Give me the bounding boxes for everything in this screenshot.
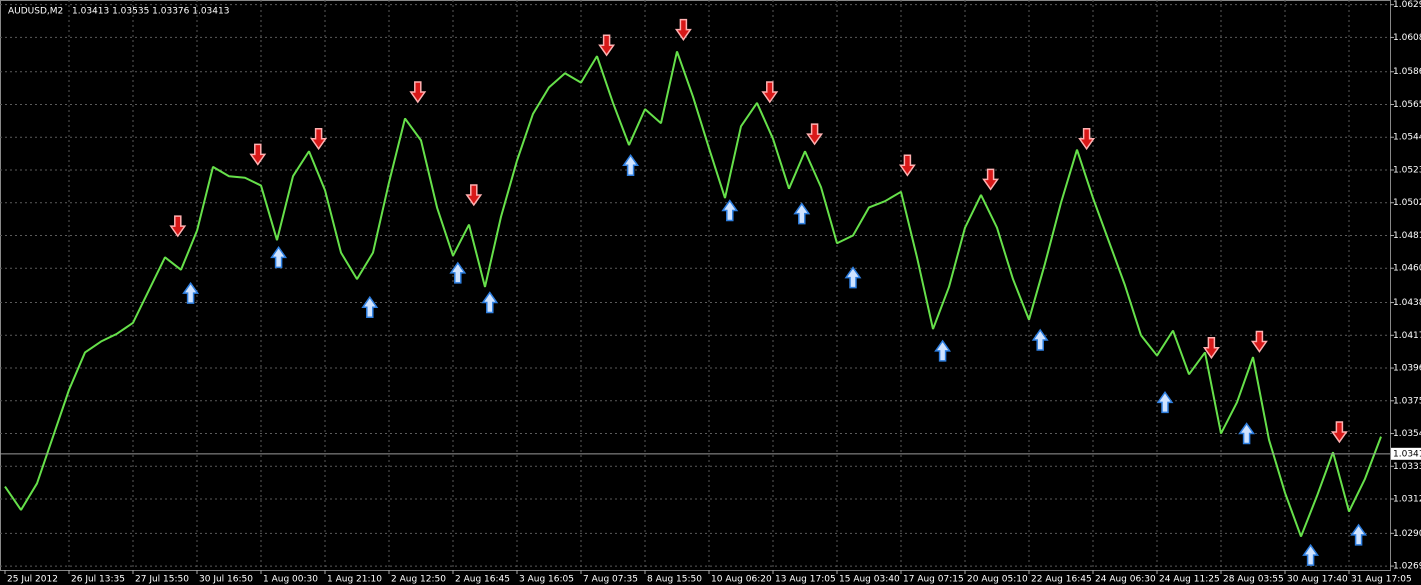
- x-tick-label: 30 Aug 17:40: [1287, 575, 1348, 585]
- y-tick-label: 1.0333: [1393, 462, 1421, 472]
- chart-title: AUDUSD,M2: [8, 7, 63, 17]
- signal-arrow: [934, 339, 952, 362]
- x-tick-label: 2 Aug 16:45: [455, 575, 510, 585]
- x-tick-label: 3 Aug 16:05: [519, 575, 574, 585]
- y-tick-label: 1.0565: [1393, 100, 1421, 110]
- signal-arrow: [169, 215, 187, 238]
- x-tick-label: 24 Aug 11:25: [1159, 575, 1220, 585]
- signal-arrow: [761, 81, 779, 104]
- x-tick-label: 26 Jul 13:35: [71, 575, 125, 585]
- x-tick-label: 31 Aug 17:05: [1351, 575, 1412, 585]
- signal-arrow: [409, 81, 427, 104]
- y-tick-label: 1.0269: [1393, 562, 1421, 572]
- x-tick-label: 25 Jul 2012: [7, 575, 58, 585]
- signal-arrow: [1238, 422, 1256, 445]
- x-tick-label: 22 Aug 16:45: [1031, 575, 1092, 585]
- signal-arrow: [1078, 128, 1096, 151]
- x-tick-label: 28 Aug 03:55: [1223, 575, 1284, 585]
- y-tick-label: 1.0629: [1393, 0, 1421, 10]
- signal-arrow: [1202, 337, 1220, 360]
- signal-arrow: [1302, 543, 1320, 566]
- signal-arrow: [1156, 391, 1174, 414]
- current-price-box: [1391, 447, 1421, 460]
- y-tick-label: 1.0438: [1393, 298, 1421, 308]
- y-tick-label: 1.0460: [1393, 264, 1421, 274]
- y-tick-label: 1.0312: [1393, 495, 1421, 505]
- signal-arrow: [1250, 330, 1268, 353]
- signal-arrow: [1350, 523, 1368, 546]
- signal-arrow: [982, 168, 1000, 191]
- x-tick-label: 17 Aug 07:15: [903, 575, 964, 585]
- x-tick-label: 15 Aug 03:40: [839, 575, 900, 585]
- signal-arrow: [182, 281, 200, 304]
- signal-arrow: [844, 266, 862, 289]
- y-tick-label: 1.0586: [1393, 67, 1421, 77]
- x-tick-label: 1 Aug 21:10: [327, 575, 382, 585]
- x-tick-label: 8 Aug 15:50: [647, 575, 702, 585]
- signal-arrow: [310, 128, 328, 151]
- y-tick-label: 1.0396: [1393, 364, 1421, 374]
- price-line: [4, 51, 1382, 537]
- quote: 1.03413 1.03535 1.03376 1.03413: [72, 7, 229, 17]
- y-tick-label: 1.0608: [1393, 33, 1421, 43]
- y-tick-label: 1.0290: [1393, 529, 1421, 539]
- x-tick-label: 10 Aug 06:20: [711, 575, 772, 585]
- signal-arrow: [481, 291, 499, 314]
- plot-frame: [0, 0, 1391, 571]
- signal-arrow: [622, 153, 640, 177]
- signal-arrow: [449, 261, 467, 284]
- current-price-label: 1.0341: [1393, 449, 1421, 459]
- signal-arrow: [465, 184, 483, 207]
- x-tick-label: 1 Aug 00:30: [263, 575, 318, 585]
- signal-arrow: [674, 18, 692, 41]
- signal-arrow: [598, 34, 616, 57]
- x-tick-label: 20 Aug 05:10: [967, 575, 1028, 585]
- x-tick-label: 7 Aug 07:35: [583, 575, 638, 585]
- x-tick-label: 2 Aug 12:50: [391, 575, 446, 585]
- y-tick-label: 1.0502: [1393, 198, 1421, 208]
- signal-arrow: [1330, 421, 1348, 444]
- y-tick-label: 1.0417: [1393, 331, 1421, 341]
- signal-arrow: [1031, 328, 1049, 351]
- signal-arrow: [806, 123, 824, 146]
- signal-arrow: [898, 154, 916, 177]
- signal-arrow: [721, 199, 739, 222]
- signal-arrow: [249, 143, 267, 166]
- signal-arrow: [361, 295, 379, 318]
- y-tick-label: 1.0523: [1393, 165, 1421, 175]
- y-tick-label: 1.0544: [1393, 133, 1421, 143]
- x-tick-label: 24 Aug 06:30: [1095, 575, 1156, 585]
- y-tick-label: 1.0354: [1393, 429, 1421, 439]
- x-tick-label: 13 Aug 17:05: [775, 575, 836, 585]
- x-tick-label: 30 Jul 16:50: [199, 575, 253, 585]
- y-tick-label: 1.0375: [1393, 396, 1421, 406]
- signal-arrow: [793, 202, 811, 225]
- signal-arrow: [270, 246, 288, 269]
- x-tick-label: 27 Jul 15:50: [135, 575, 189, 585]
